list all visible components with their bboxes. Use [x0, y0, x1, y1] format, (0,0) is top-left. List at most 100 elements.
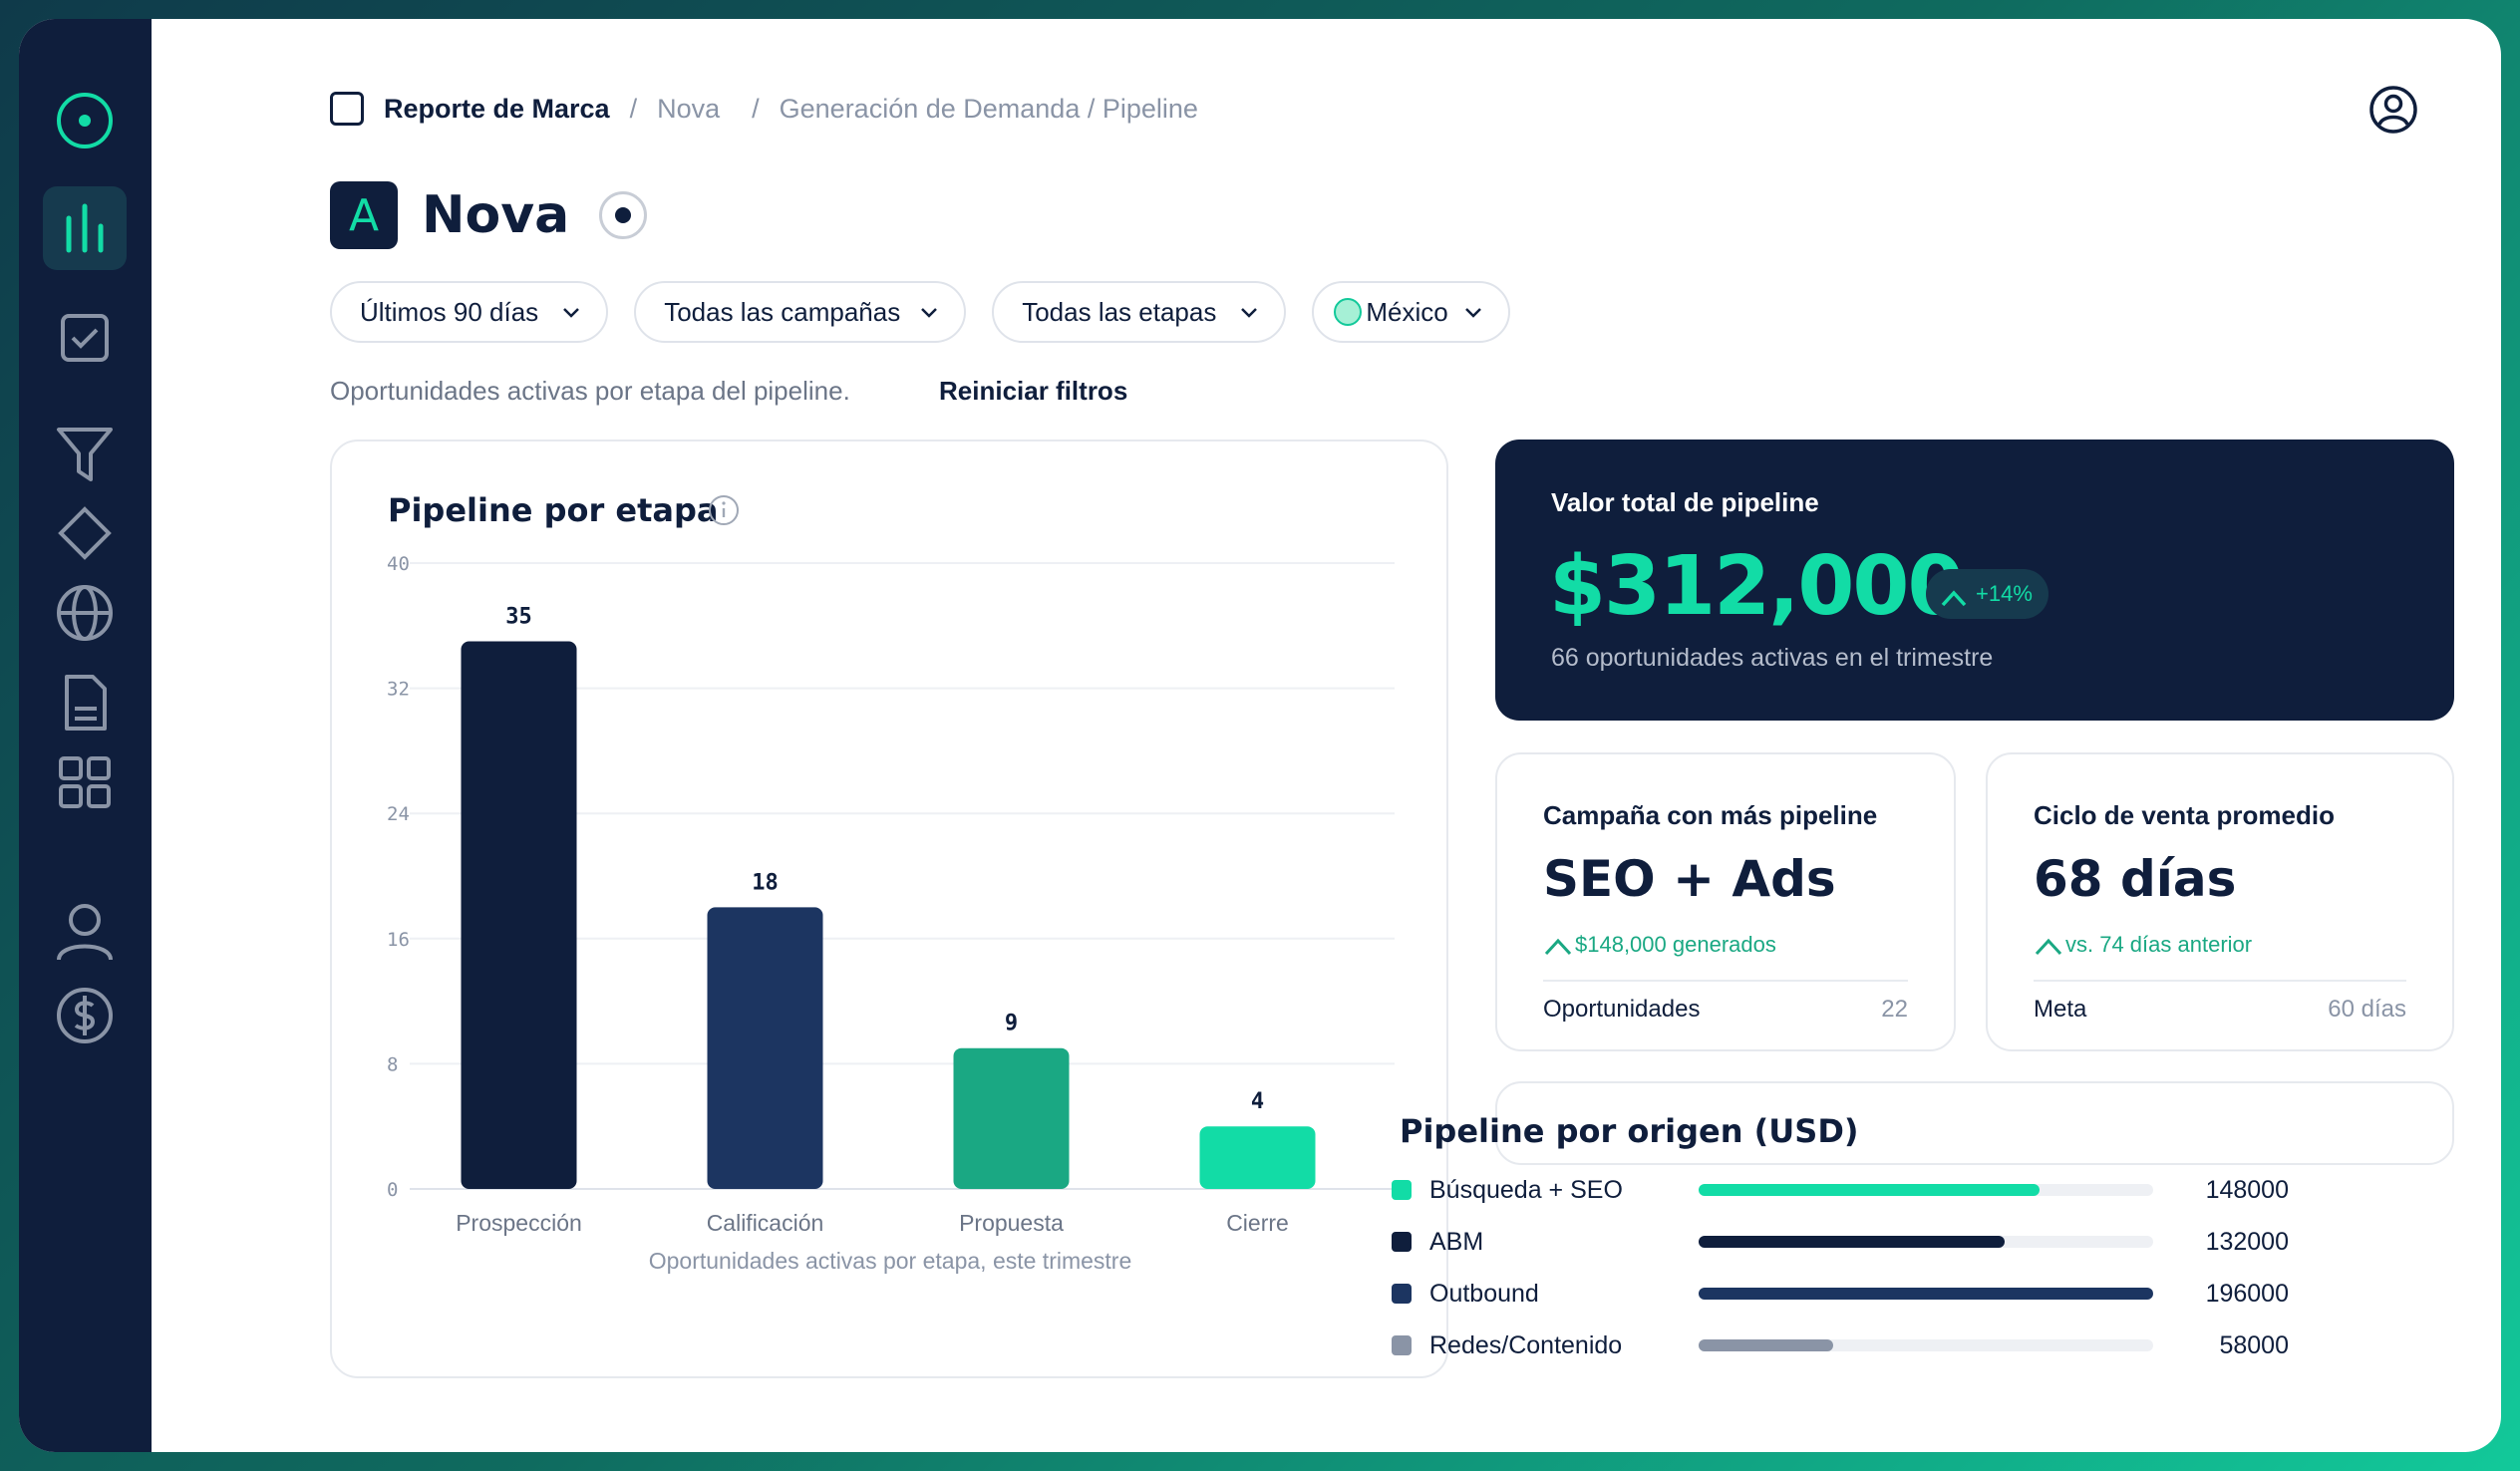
- stage-filter[interactable]: Todas las etapas: [992, 281, 1287, 343]
- trend-up-icon: [1544, 938, 1572, 956]
- origin-value: 196000: [2205, 1279, 2289, 1308]
- document-icon[interactable]: [43, 661, 127, 744]
- y-tick-label: 8: [387, 1053, 398, 1075]
- x-tick-label: Propuesta: [959, 1210, 1064, 1236]
- page-description: Oportunidades activas por etapa del pipe…: [330, 376, 850, 406]
- globe-icon[interactable]: [43, 571, 127, 655]
- x-tick-label: Prospección: [456, 1210, 582, 1236]
- card-value: 68 días: [2034, 850, 2237, 908]
- region-flag-icon: [1334, 298, 1363, 326]
- x-tick-label: Calificación: [707, 1210, 824, 1236]
- y-tick-label: 32: [387, 679, 410, 701]
- card-footer-label: Meta: [2034, 996, 2087, 1023]
- stage-chart-card: Pipeline por etapa 0 8 16 24 32 40 35 Prospecci…: [330, 440, 1448, 1378]
- bar: [1199, 1126, 1316, 1189]
- select-checkbox[interactable]: [330, 92, 364, 126]
- breadcrumb: Reporte de Marca / Nova / Generación de …: [330, 92, 1198, 126]
- top-campaign-card: Campaña con más pipeline SEO + Ads $148,…: [1495, 752, 1956, 1051]
- card-trend: $148,000 generados: [1543, 932, 1776, 958]
- stage-bar-chart: 0 8 16 24 32 40 35 Prospección 18 Calificación 9 Pr…: [387, 553, 1395, 1274]
- checkbox-icon[interactable]: [43, 296, 127, 380]
- data-label: 4: [1251, 1089, 1264, 1114]
- chart-title: Pipeline por etapa: [388, 491, 719, 529]
- x-tick-label: Cierre: [1226, 1210, 1289, 1236]
- chevron-down-icon: [563, 308, 580, 318]
- app-window: Reporte de Marca / Nova / Generación de …: [19, 19, 2501, 1452]
- origin-name: Búsqueda + SEO: [1429, 1175, 1623, 1204]
- origin-name: Redes/Contenido: [1429, 1330, 1623, 1359]
- page-header: A Nova: [330, 181, 648, 249]
- campaign-filter[interactable]: Todas las campañas: [634, 281, 967, 343]
- region-filter-label: México: [1366, 296, 1448, 327]
- data-label: 18: [752, 870, 779, 895]
- legend-swatch: [1392, 1232, 1412, 1252]
- y-tick-label: 16: [387, 929, 410, 951]
- card-footer-value: 60 días: [2328, 996, 2406, 1023]
- origin-bar-fill: [1699, 1236, 2005, 1248]
- divider: [1543, 980, 1908, 982]
- sidebar: [19, 19, 152, 1452]
- breadcrumb-separator: /: [629, 93, 638, 124]
- total-pipeline-card: Valor total de pipeline $312,000 +14% 66…: [1495, 440, 2454, 721]
- region-filter[interactable]: México: [1312, 281, 1510, 343]
- dollar-icon[interactable]: [43, 974, 127, 1057]
- origin-name: Outbound: [1429, 1279, 1539, 1308]
- card-trend-text: vs. 74 días anterior: [2065, 932, 2253, 957]
- origin-row: Outbound 196000: [1392, 1274, 2289, 1314]
- x-axis-label: Oportunidades activas por etapa, este tr…: [649, 1248, 1132, 1274]
- diamond-icon[interactable]: [43, 491, 127, 575]
- legend-swatch: [1392, 1180, 1412, 1200]
- kpi-change-badge: +14%: [1926, 569, 2048, 619]
- origin-bar-track: [1699, 1236, 2153, 1248]
- grid-icon[interactable]: [43, 740, 127, 824]
- origin-value: 58000: [2219, 1330, 2289, 1359]
- y-tick-label: 40: [387, 553, 410, 575]
- filter-bar: Últimos 90 días Todas las campañas Todas…: [330, 281, 1510, 343]
- kpi-change-value: +14%: [1976, 581, 2033, 606]
- page-title: Nova: [422, 185, 570, 245]
- card-label: Campaña con más pipeline: [1543, 800, 1878, 830]
- card-label: Ciclo de venta promedio: [2034, 800, 2335, 830]
- origin-row: Redes/Contenido 58000: [1392, 1325, 2289, 1365]
- trend-up-icon: [1941, 590, 1967, 607]
- data-label: 9: [1005, 1012, 1018, 1036]
- status-toggle[interactable]: [599, 191, 648, 239]
- y-tick-label: 24: [387, 803, 410, 825]
- user-icon[interactable]: [43, 890, 127, 974]
- reset-filters-link[interactable]: Reiniciar filtros: [939, 376, 1128, 406]
- sales-cycle-card: Ciclo de venta promedio 68 días vs. 74 d…: [1986, 752, 2454, 1051]
- card-footer-label: Oportunidades: [1543, 996, 1701, 1023]
- bar-chart-icon[interactable]: [43, 186, 127, 270]
- origin-bar-track: [1699, 1288, 2153, 1300]
- origin-bar-fill: [1699, 1288, 2153, 1300]
- stage-filter-label: Todas las etapas: [1022, 296, 1217, 327]
- breadcrumb-item[interactable]: Generación de Demanda / Pipeline: [779, 93, 1198, 124]
- brand-logo: A: [330, 181, 398, 249]
- card-trend-text: $148,000 generados: [1575, 932, 1776, 957]
- data-label: 35: [505, 605, 532, 630]
- breadcrumb-separator: /: [752, 93, 760, 124]
- chevron-down-icon: [1241, 308, 1258, 318]
- breadcrumb-item[interactable]: Nova: [657, 93, 721, 124]
- bar: [953, 1047, 1070, 1189]
- origin-bar-fill: [1699, 1339, 1833, 1351]
- brand-logo-letter: A: [348, 189, 380, 241]
- trend-up-icon: [2035, 938, 2062, 956]
- bar: [461, 641, 577, 1189]
- user-circle-icon[interactable]: [2368, 85, 2418, 135]
- card-footer-value: 22: [1881, 996, 1908, 1023]
- origin-value: 148000: [2205, 1175, 2289, 1204]
- card-trend: vs. 74 días anterior: [2034, 932, 2252, 958]
- bar: [707, 907, 823, 1189]
- funnel-icon[interactable]: [43, 412, 127, 495]
- kpi-label: Valor total de pipeline: [1551, 487, 1819, 517]
- origin-name: ABM: [1429, 1227, 1484, 1256]
- y-tick-label: 0: [387, 1179, 398, 1201]
- breadcrumb-root[interactable]: Reporte de Marca: [384, 93, 610, 124]
- info-icon[interactable]: [707, 493, 741, 527]
- card-value: SEO + Ads: [1543, 850, 1836, 908]
- status-dot-icon: [615, 207, 632, 223]
- origin-bar-track: [1699, 1339, 2153, 1351]
- target-icon[interactable]: [43, 79, 127, 162]
- period-filter[interactable]: Últimos 90 días: [330, 281, 609, 343]
